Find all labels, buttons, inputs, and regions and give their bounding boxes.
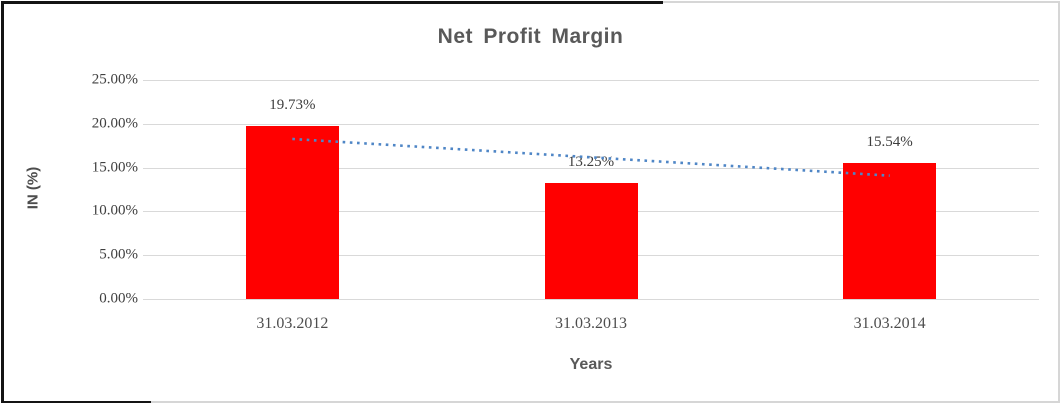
gridline: [143, 299, 1039, 300]
bar-31.03.2012: [245, 126, 339, 299]
y-tick-label: 5.00%: [99, 246, 138, 263]
y-tick-label: 15.00%: [91, 159, 138, 176]
frame-border-bottom-left: [1, 401, 151, 403]
y-tick-label: 20.00%: [91, 115, 138, 132]
bar-data-label: 15.54%: [866, 133, 913, 150]
gridline: [143, 167, 1039, 169]
gridline: [143, 80, 1039, 81]
x-tick-label: 31.03.2014: [853, 315, 926, 332]
bar-31.03.2013: [544, 182, 638, 299]
bar-31.03.2014: [843, 162, 937, 299]
y-tick-label: 10.00%: [91, 202, 138, 219]
x-tick-label: 31.03.2013: [555, 315, 627, 332]
y-tick-label: 0.00%: [99, 290, 138, 307]
bar-data-label: 19.73%: [269, 97, 316, 114]
chart-title: Net Profit Margin: [437, 25, 624, 48]
plot-area: 19.73% 13.25% 15.54%: [143, 80, 1039, 300]
trendline: [292, 137, 890, 177]
x-axis-title: Years: [569, 356, 613, 373]
x-axis-tick-labels: 31.03.2012 31.03.2013 31.03.2014: [143, 315, 1039, 339]
y-axis-tick-labels: 25.00% 20.00% 15.00% 10.00% 5.00% 0.00%: [3, 72, 138, 307]
x-tick-label: 31.03.2012: [256, 315, 329, 332]
frame-border-left: [1, 1, 4, 403]
y-tick-label: 25.00%: [91, 71, 138, 88]
gridline: [143, 123, 1039, 125]
frame-border-top: [1, 1, 663, 4]
